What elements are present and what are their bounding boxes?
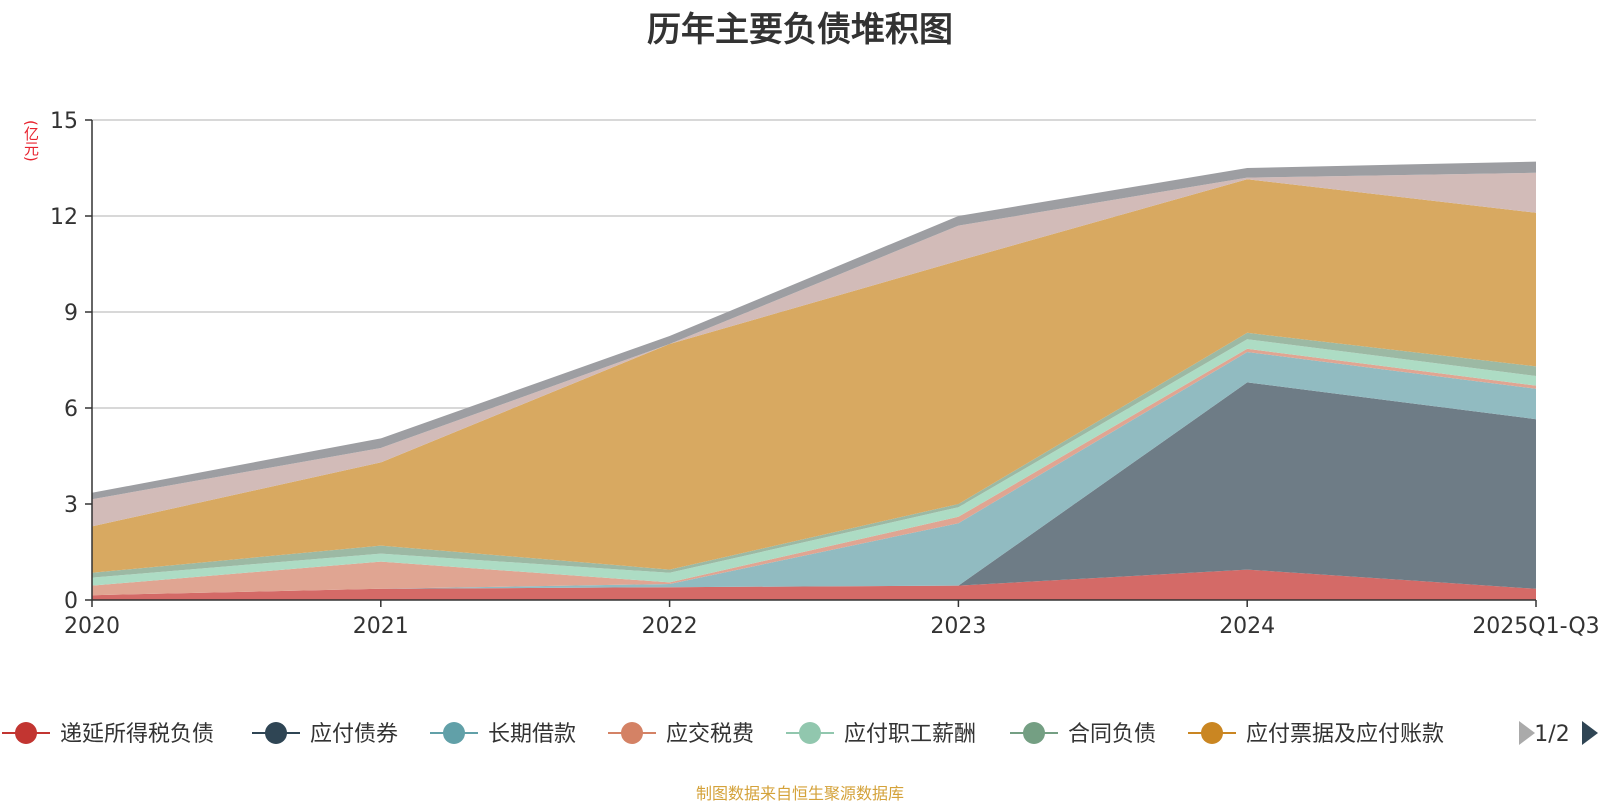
- legend-label: 应付职工薪酬: [844, 722, 976, 747]
- area-series: [92, 161, 1536, 600]
- legend-label: 长期借款: [488, 722, 576, 747]
- x-tick-label: 2024: [1219, 614, 1275, 639]
- legend-label: 应付债券: [310, 722, 398, 747]
- legend-label: 应付票据及应付账款: [1246, 722, 1444, 747]
- area-应付票据及应付账款[interactable]: [92, 179, 1536, 573]
- legend-item[interactable]: 合同负债: [1010, 722, 1156, 747]
- y-tick-label: 0: [64, 589, 78, 614]
- legend-marker: [443, 722, 465, 744]
- legend-marker: [621, 722, 643, 744]
- area-合同负债[interactable]: [92, 332, 1536, 578]
- y-tick-label: 6: [64, 397, 78, 422]
- area-其他流动负债[interactable]: [92, 161, 1536, 500]
- legend-item[interactable]: 应付债券: [252, 722, 398, 747]
- legend-next-icon[interactable]: [1582, 721, 1598, 745]
- area-其他[interactable]: [92, 172, 1536, 527]
- chart-svg: 0 3 6 9 12 15 2020 2021 2022 2023 2024 2025Q1-Q3 递延…: [2, 109, 1600, 747]
- y-tick-label: 3: [64, 493, 78, 518]
- legend-marker: [1023, 722, 1045, 744]
- x-tick-label: 2025Q1-Q3: [1472, 614, 1599, 639]
- y-axis-unit: (亿元): [22, 120, 40, 162]
- y-tick-label: 12: [50, 205, 78, 230]
- x-tick-label: 2021: [353, 614, 409, 639]
- legend-label: 应交税费: [666, 722, 754, 747]
- x-tick-label: 2020: [64, 614, 120, 639]
- legend-item[interactable]: 应付职工薪酬: [786, 722, 976, 747]
- x-tick-label: 2023: [930, 614, 986, 639]
- axes: 0 3 6 9 12 15 2020 2021 2022 2023 2024 2025Q1-Q3: [50, 109, 1600, 639]
- y-tick-label: 15: [50, 109, 78, 134]
- legend-marker: [1201, 722, 1223, 744]
- chart-title: 历年主要负债堆积图: [647, 10, 953, 50]
- legend-item[interactable]: 递延所得税负债: [2, 722, 214, 747]
- data-source-note: 制图数据来自恒生聚源数据库: [695, 784, 904, 803]
- y-tick-label: 9: [64, 301, 78, 326]
- area-应付债券[interactable]: [92, 382, 1536, 596]
- area-递延所得税负债[interactable]: [92, 569, 1536, 600]
- area-长期借款[interactable]: [92, 352, 1536, 596]
- x-tick-label: 2022: [642, 614, 698, 639]
- legend-label: 递延所得税负债: [60, 722, 214, 747]
- legend-page-indicator: 1/2: [1534, 722, 1569, 747]
- legend-item[interactable]: 长期借款: [430, 722, 576, 747]
- legend-prev-icon[interactable]: [1519, 721, 1535, 745]
- legend-item[interactable]: 应交税费: [608, 722, 754, 747]
- legend-marker: [265, 722, 287, 744]
- area-应付职工薪酬[interactable]: [92, 339, 1536, 586]
- legend-marker: [15, 722, 37, 744]
- legend: 递延所得税负债 应付债券 长期借款 应交税费 应付职工薪酬 合同负债 应付票据及应付账款 1/…: [2, 721, 1598, 747]
- legend-label: 合同负债: [1068, 722, 1156, 747]
- legend-marker: [799, 722, 821, 744]
- legend-item[interactable]: 应付票据及应付账款: [1188, 722, 1444, 747]
